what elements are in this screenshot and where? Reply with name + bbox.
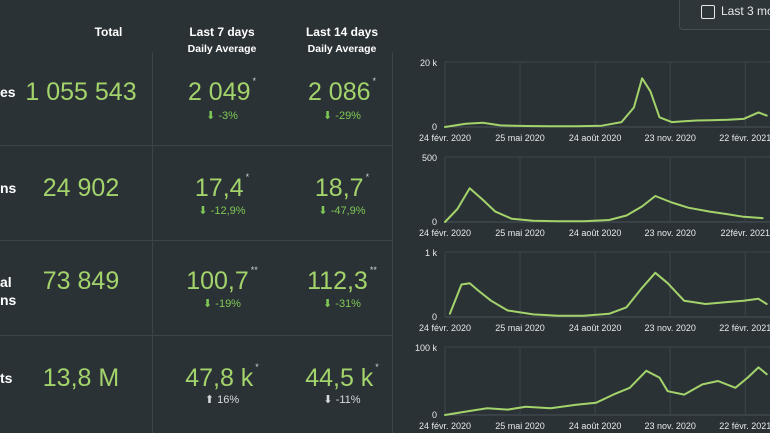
chart-hospitalizations-svg: 1 k 024 févr. 2020 25 mai 2020 24 août 2020… (419, 248, 770, 333)
avg14-change: ⬇ -31% (323, 298, 361, 310)
avg7-change: ⬆ 16% (204, 394, 240, 406)
header-last7-subtitle: Daily Average (187, 43, 257, 55)
header-last14-title: Last 14 days (305, 25, 379, 39)
x-tick-label: 23 nov. 2020 (644, 228, 695, 238)
x-tick-label: 23 nov. 2020 (644, 323, 695, 333)
row-divider (0, 240, 393, 241)
x-tick-label: 25 mai 2020 (495, 421, 545, 431)
x-tick-label: 24 févr. 2020 (419, 228, 471, 238)
chart-cases: 20 k 0 24 févr. 2020 25 mai 2020 24 août 202… (393, 52, 770, 145)
series-line (444, 366, 768, 416)
y-tick-label: 20 k (420, 58, 438, 68)
x-tick-label: 22 févr. 2021 (719, 421, 770, 431)
row-divider (0, 335, 393, 336)
x-tick-label: 22févr. 2021 (720, 228, 770, 238)
avg7-value: 47,8 k * (185, 362, 259, 392)
avg7-value: 17,4 * (194, 172, 250, 202)
row-label: ts (0, 370, 13, 386)
avg14-change: ⬇ -11% (323, 394, 361, 406)
avg14-change: ⬇ -29% (323, 110, 361, 122)
avg14-value: 2 086 * (307, 76, 377, 106)
y-tick-label: 0 (432, 410, 437, 420)
column-divider (392, 52, 393, 433)
last-3-months-toggle[interactable]: Last 3 mo (679, 0, 770, 30)
x-tick-label: 23 nov. 2020 (644, 421, 695, 431)
avg14-change: ⬇ -47,9% (318, 205, 366, 217)
avg14-value: 112,3 ** (307, 265, 377, 295)
x-tick-label: 25 mai 2020 (495, 133, 545, 143)
checkbox-icon[interactable] (701, 5, 715, 19)
header-last14: Last 14 days Daily Average (282, 25, 402, 55)
stat-row-cases: es 1 055 543 2 049 * ⬇ -3% 2 086 * ⬇ -29% (0, 52, 770, 145)
header-last14-subtitle: Daily Average (307, 43, 377, 55)
total-value: 24 902 (42, 174, 120, 202)
x-tick-label: 24 févr. 2020 (419, 133, 471, 143)
y-tick-label: 0 (432, 217, 437, 227)
x-tick-label: 23 nov. 2020 (644, 133, 695, 143)
row-label: ns (0, 180, 17, 196)
x-tick-label: 22 févr. 2021 (719, 133, 770, 143)
y-tick-label: 0 (432, 122, 437, 132)
avg14-value: 18,7 * (314, 172, 370, 202)
x-tick-label: 24 août 2020 (569, 421, 622, 431)
x-tick-label: 24 août 2020 (569, 133, 622, 143)
x-tick-label: 24 févr. 2020 (419, 323, 471, 333)
x-tick-label: 22 févr. 2021 (719, 323, 770, 333)
header-total: Total (94, 25, 123, 39)
avg7-value: 2 049 * (187, 76, 257, 106)
avg7-value: 100,7 ** (186, 265, 258, 295)
y-tick-label: 500 (422, 153, 437, 163)
stat-row-deaths: ns 24 902 17,4 * ⬇ -12,9% 18,7 * ⬇ -47,9% (0, 147, 770, 240)
series-line (444, 187, 764, 223)
x-tick-label: 25 mai 2020 (495, 228, 545, 238)
header-last7-title: Last 7 days (189, 25, 255, 39)
total-value: 73 849 (42, 267, 120, 295)
series-line (448, 271, 768, 317)
total-value: 1 055 543 (25, 78, 137, 106)
column-divider (152, 52, 153, 433)
x-tick-label: 24 août 2020 (569, 228, 622, 238)
avg7-change: ⬇ -19% (203, 298, 241, 310)
x-tick-label: 24 févr. 2020 (419, 421, 471, 431)
last-3-months-label: Last 3 mo (721, 4, 770, 18)
stat-row-hospitalizations: al ns 73 849 100,7 ** ⬇ -19% 112,3 ** ⬇ -3… (0, 242, 770, 335)
chart-tests-svg: 100 k 024 févr. 2020 25 mai 2020 24 août 20… (415, 343, 770, 431)
stat-row-tests: ts 13,8 M 47,8 k * ⬆ 16% 44,5 k * ⬇ -11% (0, 337, 770, 430)
chart-deaths: 500 0 24 févr. 2020 25 mai 2020 24 août 2020… (393, 147, 770, 240)
avg7-change: ⬇ -12,9% (198, 205, 246, 217)
avg14-value: 44,5 k * (305, 362, 379, 392)
row-label: es (0, 84, 16, 100)
series-line (444, 77, 768, 128)
chart-cases-svg: 20 k 024 févr. 2020 25 mai 2020 24 août 202… (419, 58, 770, 143)
x-tick-label: 24 août 2020 (569, 323, 622, 333)
chart-hospitalizations: 1 k 0 24 févr. 2020 25 mai 2020 24 août 2020… (393, 242, 770, 335)
y-tick-label: 0 (432, 312, 437, 322)
avg7-change: ⬇ -3% (206, 110, 238, 122)
chart-tests: 100 k 0 24 févr. 2020 25 mai 2020 24 août 20… (393, 337, 770, 433)
row-label: al ns (0, 274, 17, 308)
row-divider (0, 145, 393, 146)
total-value: 13,8 M (42, 364, 120, 392)
chart-deaths-svg: 500 024 févr. 2020 25 mai 2020 24 août 2020… (419, 153, 770, 238)
y-tick-label: 1 k (425, 248, 438, 258)
header-last7: Last 7 days Daily Average (162, 25, 282, 55)
x-tick-label: 25 mai 2020 (495, 323, 545, 333)
y-tick-label: 100 k (415, 343, 438, 353)
